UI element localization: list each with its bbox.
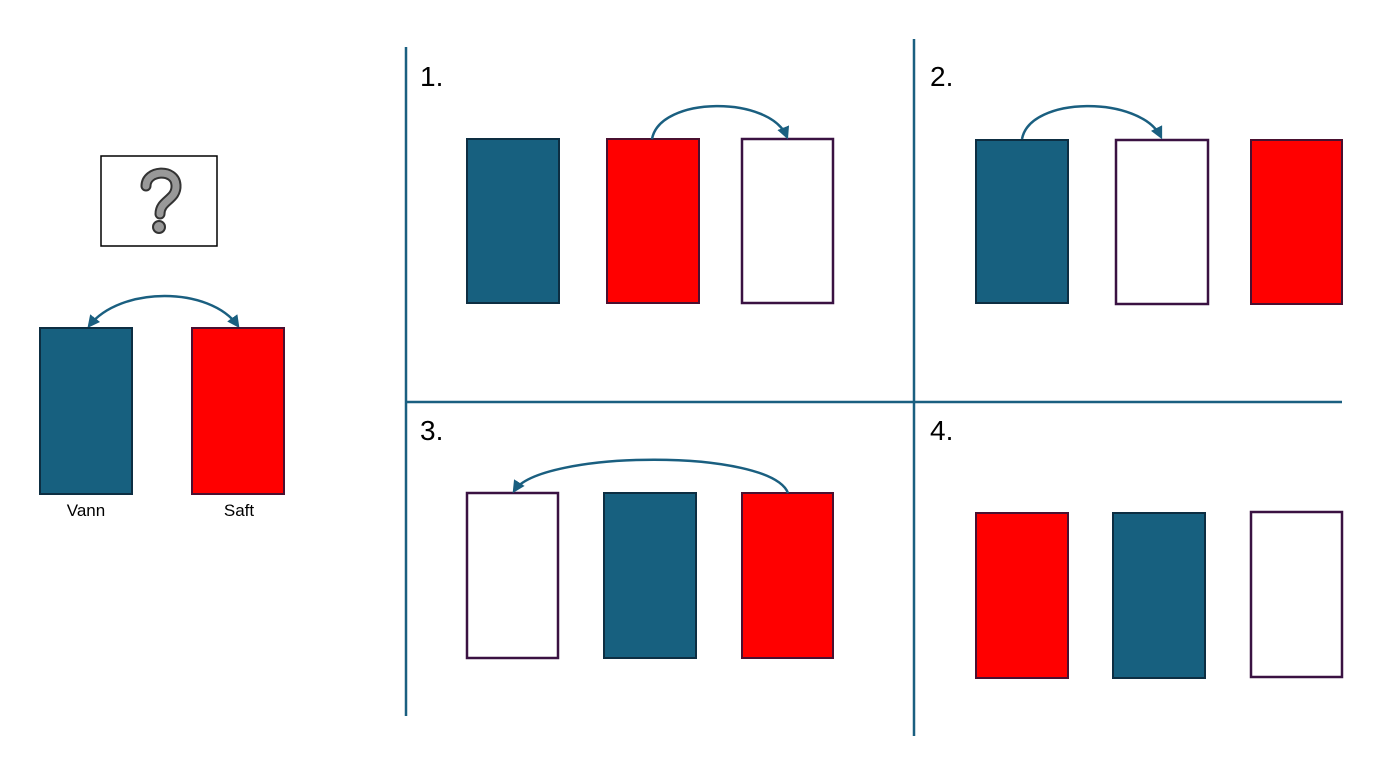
intro-group: Vann Saft (39, 294, 285, 520)
water-label: Vann (67, 501, 105, 520)
option-4: 4. (930, 415, 1344, 679)
water-glass (466, 138, 560, 304)
option-3: 3. (420, 415, 834, 660)
juice-glass (606, 138, 700, 304)
juice-glass (191, 327, 285, 495)
water-glass (603, 492, 697, 659)
empty-glass (1249, 510, 1344, 679)
empty-glass (1114, 138, 1210, 306)
pour-arrow (1020, 104, 1163, 140)
option-number: 3. (420, 415, 443, 446)
grid-dividers (404, 39, 1342, 736)
pour-arrow (650, 104, 790, 140)
option-number: 4. (930, 415, 953, 446)
question-mark-icon (140, 167, 182, 234)
juice-glass (975, 512, 1069, 679)
water-glass (975, 139, 1069, 304)
pour-arrow (512, 458, 790, 494)
option-1: 1. (420, 61, 835, 305)
question-box (100, 155, 218, 247)
juice-glass (741, 492, 834, 659)
empty-glass (740, 137, 835, 305)
option-number: 2. (930, 61, 953, 92)
option-2: 2. (930, 61, 1343, 306)
water-glass (39, 327, 133, 495)
option-number: 1. (420, 61, 443, 92)
swap-arrow (87, 294, 240, 329)
juice-glass (1250, 139, 1343, 305)
water-glass (1112, 512, 1206, 679)
juice-label: Saft (224, 501, 255, 520)
empty-glass (465, 491, 560, 660)
